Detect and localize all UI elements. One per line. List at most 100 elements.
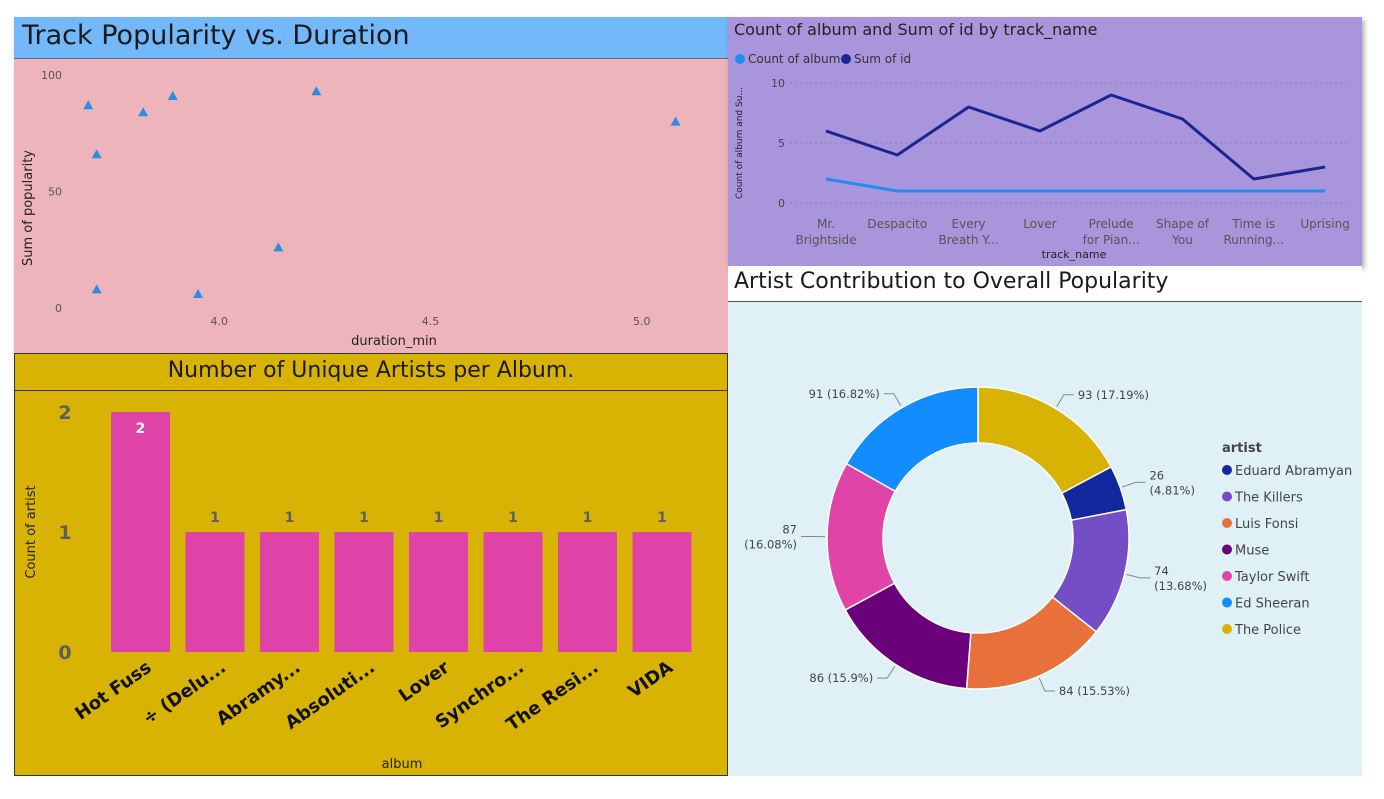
scatter-point — [83, 100, 94, 110]
y-tick-label: 2 — [58, 402, 71, 424]
x-tick-label: Lover — [1023, 217, 1056, 231]
y-axis-label: Count of artist — [24, 485, 39, 578]
legend-label: Taylor Swift — [1234, 570, 1309, 585]
scatter-point — [311, 86, 322, 96]
y-tick-label: 100 — [41, 69, 62, 82]
leader-line — [1126, 574, 1151, 579]
data-label: 86 (15.9%) — [809, 671, 873, 685]
bar — [111, 412, 170, 652]
data-label: 1 — [657, 510, 667, 526]
legend-label: Luis Fonsi — [1235, 517, 1298, 532]
data-label: 1 — [583, 510, 593, 526]
legend-marker — [1222, 624, 1232, 634]
y-tick-label: 0 — [55, 302, 62, 315]
data-label: 1 — [285, 510, 295, 526]
legend-label: The Killers — [1234, 491, 1303, 506]
x-axis-label: duration_min — [351, 334, 437, 349]
scatter-point — [273, 242, 284, 252]
data-label: 1 — [508, 510, 518, 526]
x-tick-label: Prelude — [1089, 217, 1134, 231]
legend-marker — [1222, 571, 1232, 581]
data-label: 84 (15.53%) — [1059, 684, 1130, 698]
legend-label: Muse — [1235, 544, 1269, 559]
x-tick-label: 4.5 — [422, 315, 440, 328]
line-chart[interactable]: 0 5 10 Mr. Brightside Despacito Every Breath Y.… — [728, 17, 1362, 266]
legend-title: artist — [1222, 441, 1262, 456]
bar-panel: Number of Unique Artists per Album. 0 1 2 C… — [14, 353, 728, 776]
scatter-point — [670, 116, 681, 126]
legend-label: Sum of id — [854, 52, 911, 66]
y-tick-label: 0 — [58, 642, 71, 664]
legend-label: Eduard Abramyan — [1235, 464, 1352, 479]
x-tick-label: Despacito — [867, 217, 927, 231]
scatter-title-bar: Track Popularity vs. Duration — [14, 17, 728, 59]
x-tick-label: Time is — [1231, 217, 1275, 231]
y-axis-label: Count of album and Su... — [735, 87, 745, 199]
x-tick-label: 4.0 — [210, 315, 228, 328]
leader-line — [1056, 394, 1074, 408]
legend-marker — [1222, 518, 1232, 528]
data-label: (16.08%) — [744, 538, 797, 552]
scatter-plot[interactable]: 0 50 100 4.0 4.5 5.0 duration_min Sum of popula… — [14, 17, 728, 353]
scatter-point — [91, 149, 102, 159]
scatter-point — [193, 289, 204, 299]
x-tick-label: Mr. — [817, 217, 835, 231]
data-label: 1 — [434, 510, 444, 526]
legend-marker — [841, 54, 851, 64]
data-label: 74 — [1154, 564, 1169, 578]
y-tick-label: 5 — [778, 137, 785, 150]
scatter-point — [91, 284, 102, 294]
x-axis-label: track_name — [1042, 248, 1107, 261]
data-label: (4.81%) — [1149, 483, 1195, 497]
data-label: 93 (17.19%) — [1078, 388, 1149, 402]
x-tick-label: Brightside — [795, 233, 856, 247]
legend-marker — [1222, 544, 1232, 555]
bar — [185, 532, 245, 652]
data-label: 1 — [359, 510, 369, 526]
bar — [409, 532, 468, 652]
y-axis-label: Sum of popularity — [21, 150, 36, 266]
x-tick-label: VIDA — [624, 657, 677, 703]
scatter-point — [167, 90, 178, 100]
leader-line — [883, 393, 902, 407]
leader-line — [1038, 677, 1055, 692]
legend-label: Count of album — [748, 52, 840, 66]
data-label: 1 — [210, 510, 220, 526]
bar-chart-title: Number of Unique Artists per Album. — [167, 358, 575, 383]
y-tick-label: 0 — [778, 197, 785, 210]
bar — [632, 532, 692, 652]
line-chart-title: Count of album and Sum of id by track_na… — [734, 20, 1098, 39]
series-line — [825, 177, 1326, 193]
legend-marker — [1222, 465, 1232, 475]
leader-line — [1122, 481, 1146, 488]
legend-marker — [735, 54, 745, 64]
legend-marker — [1222, 491, 1232, 502]
series-line — [825, 93, 1326, 181]
bar — [558, 532, 617, 652]
bar — [334, 532, 394, 652]
x-tick-label: Breath Y... — [939, 233, 999, 247]
bar-title-bar: Number of Unique Artists per Album. — [15, 354, 727, 391]
legend-marker — [1222, 597, 1232, 608]
x-tick-label: You — [1171, 233, 1193, 247]
donut-chart-title: Artist Contribution to Overall Popularit… — [734, 269, 1169, 294]
bar — [483, 532, 543, 652]
data-label: 91 (16.82%) — [809, 387, 880, 401]
y-tick-label: 1 — [58, 522, 71, 544]
y-tick-label: 50 — [48, 186, 62, 199]
x-tick-label: Uprising — [1300, 217, 1349, 231]
x-tick-label: Running... — [1223, 233, 1284, 247]
y-tick-label: 10 — [771, 77, 785, 90]
data-label: 87 — [782, 523, 797, 537]
x-tick-label: 5.0 — [633, 315, 651, 328]
x-tick-label: Shape of — [1156, 217, 1210, 231]
leader-line — [877, 666, 896, 679]
legend-label: Ed Sheeran — [1235, 597, 1310, 612]
data-label: 2 — [136, 421, 146, 437]
donut-chart[interactable]: 93 (17.19%) 26(4.81%) 74(13.68%) 84 (15.53%… — [728, 266, 1362, 776]
line-panel: Count of album and Sum of id by track_na… — [728, 17, 1362, 266]
data-label: (13.68%) — [1154, 579, 1207, 593]
x-tick-label: Every — [952, 217, 986, 231]
bar — [260, 532, 319, 652]
